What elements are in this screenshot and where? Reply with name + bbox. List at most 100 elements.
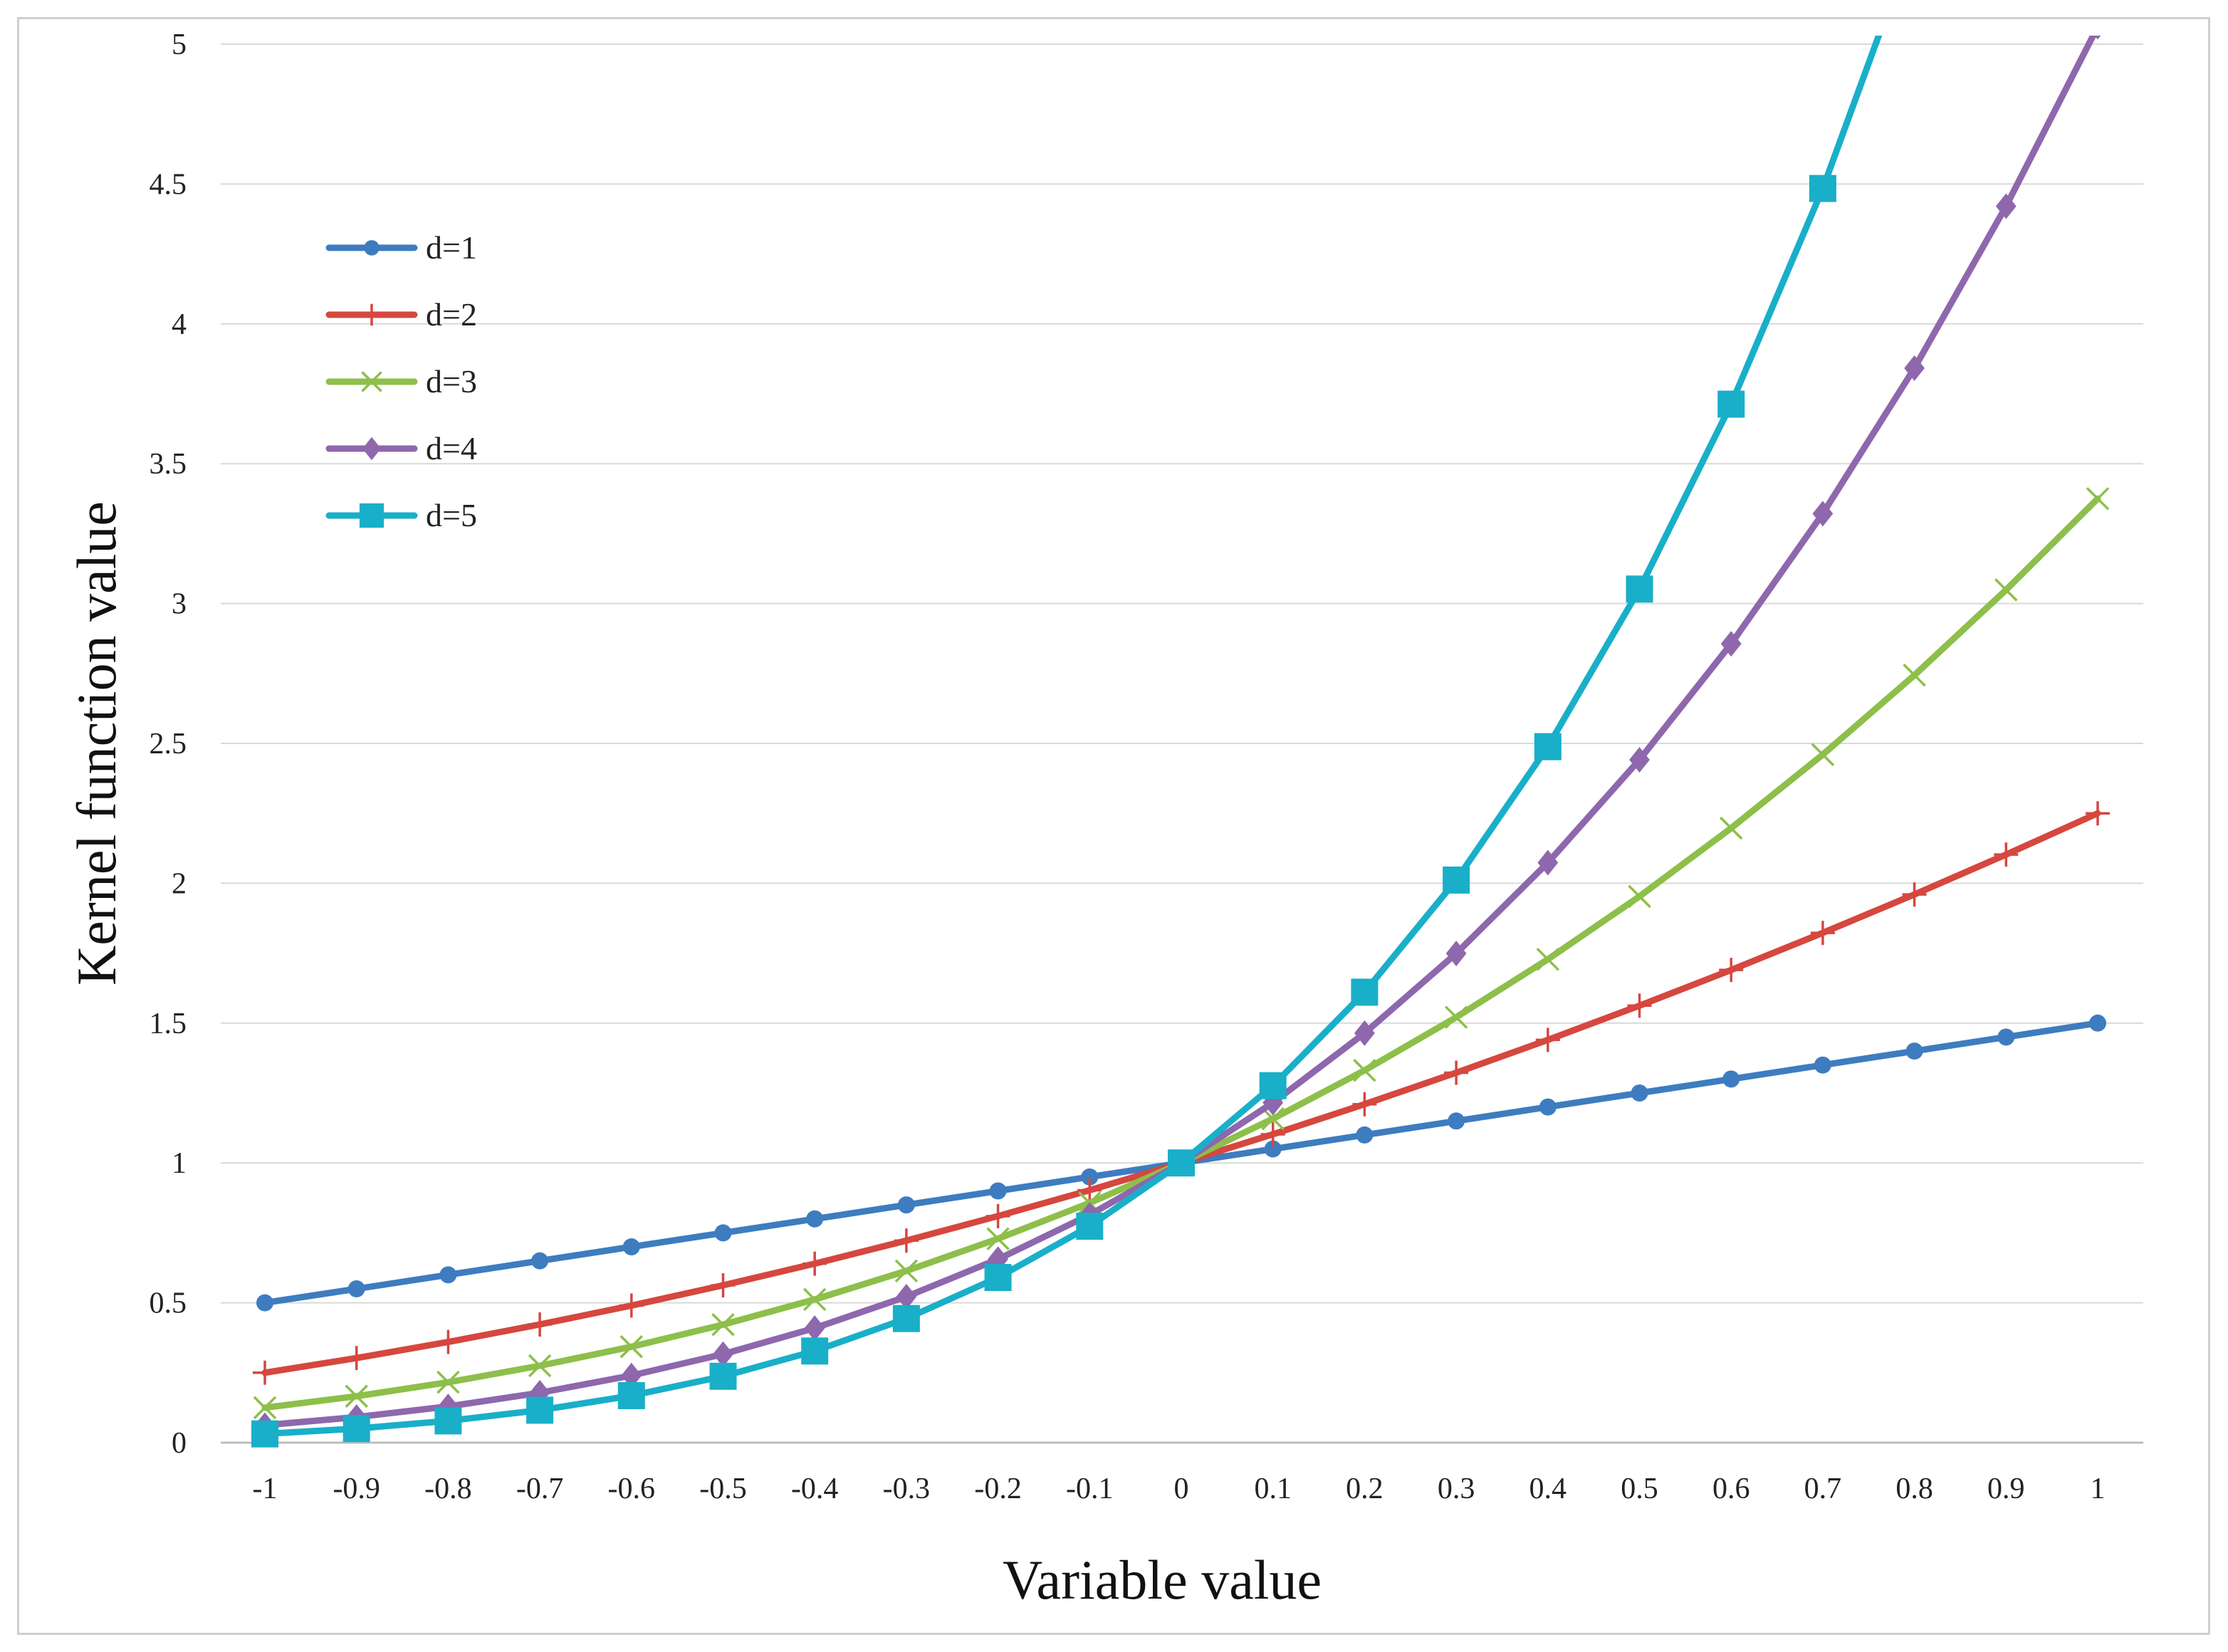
data-point (804, 1315, 825, 1342)
legend-label: d=2 (426, 296, 477, 333)
data-point (253, 1360, 277, 1385)
data-point (1534, 733, 1562, 760)
x-tick-label: 0 (1174, 1473, 1189, 1505)
data-point (985, 1203, 1010, 1228)
data-point (1264, 1140, 1282, 1158)
data-point (1719, 958, 1744, 983)
x-tick-label: 0.1 (1254, 1473, 1292, 1505)
data-point (1902, 882, 1927, 907)
data-point (1995, 193, 2017, 219)
x-tick-label: 0.8 (1895, 1473, 1933, 1505)
x-tick-label: -0.9 (333, 1473, 380, 1505)
data-point (1722, 1070, 1740, 1088)
data-point (2086, 801, 2110, 826)
x-tick-label: -0.2 (974, 1473, 1022, 1505)
x-axis-title: Variable value (1003, 1549, 1322, 1611)
data-point (894, 1259, 919, 1283)
data-point (711, 1313, 735, 1337)
data-point (802, 1287, 827, 1312)
x-tick-label: -0.7 (516, 1473, 564, 1505)
legend-marker (359, 503, 385, 528)
x-tick-label: -0.4 (791, 1473, 839, 1505)
data-point (436, 1370, 460, 1394)
y-axis-ticks: 0 0.5 1 1.5 2 2.5 3 3.5 4 4.5 5 (150, 28, 187, 1460)
y-tick-label: 5 (172, 28, 187, 61)
series-d=2 (253, 801, 2110, 1385)
data-point (1994, 842, 2019, 867)
legend-marker (360, 303, 383, 326)
data-point (709, 1362, 737, 1390)
series-d=4 (254, 36, 2101, 1438)
data-point (1448, 1112, 1465, 1130)
series-line (261, 810, 2101, 1376)
data-point (434, 1407, 462, 1435)
data-point (1810, 921, 1835, 946)
series-d=5 (251, 36, 1883, 1448)
data-point (1812, 501, 1834, 527)
data-point (345, 1384, 368, 1408)
data-point (894, 1228, 919, 1253)
data-point (802, 1251, 827, 1276)
data-point (1629, 747, 1650, 773)
data-point (344, 1346, 369, 1371)
data-point (2094, 36, 2101, 40)
x-tick-label: -0.6 (608, 1473, 656, 1505)
x-tick-label: 0.6 (1712, 1473, 1750, 1505)
data-point (256, 1294, 273, 1312)
data-point (1809, 174, 1836, 202)
data-point (342, 1415, 370, 1443)
x-tick-label: 0.3 (1438, 1473, 1475, 1505)
x-tick-label: -0.8 (424, 1473, 472, 1505)
series-line (261, 36, 2097, 1428)
legend-item: d=4 (325, 430, 477, 466)
chart-frame (17, 17, 2210, 1635)
legend-item: d=5 (325, 497, 477, 533)
data-point (1081, 1168, 1099, 1186)
data-point (251, 1420, 278, 1448)
data-point (1628, 884, 1651, 909)
x-tick-label: 0.7 (1804, 1473, 1842, 1505)
y-tick-label: 1 (172, 1147, 187, 1180)
data-point (713, 1341, 733, 1367)
data-point (1994, 578, 2018, 602)
data-point (1903, 663, 1926, 687)
legend-label: d=3 (426, 363, 477, 399)
x-tick-label: 1 (2091, 1473, 2106, 1505)
legend-label: d=1 (426, 229, 477, 266)
legend-label: d=4 (426, 430, 477, 466)
data-point (1717, 390, 1745, 418)
data-point (1997, 1028, 2015, 1046)
data-point (1356, 1126, 1374, 1144)
data-point (1814, 1056, 1831, 1074)
legend-item: d=2 (325, 296, 477, 333)
data-point (2086, 487, 2110, 511)
data-point (1626, 575, 1653, 603)
data-point (436, 1329, 461, 1354)
data-point (806, 1210, 824, 1228)
data-point (1077, 1178, 1102, 1203)
data-point (1444, 1005, 1468, 1029)
data-point (1719, 816, 1743, 840)
y-tick-label: 3 (172, 588, 187, 621)
y-tick-label: 0 (172, 1427, 187, 1460)
x-tick-label: 0.5 (1621, 1473, 1658, 1505)
x-tick-label: 0.2 (1346, 1473, 1384, 1505)
y-tick-label: 2 (172, 867, 187, 900)
data-point (619, 1335, 644, 1359)
x-tick-label: -1 (253, 1473, 278, 1505)
data-point (1631, 1084, 1648, 1102)
data-point (617, 1381, 645, 1409)
legend-item: d=3 (325, 363, 477, 399)
data-point (1168, 1149, 1195, 1177)
data-point (714, 1224, 732, 1242)
series-line (261, 495, 2101, 1411)
data-point (619, 1293, 644, 1318)
data-point (711, 1273, 736, 1298)
x-tick-label: -0.5 (699, 1473, 747, 1505)
data-point (253, 1396, 277, 1420)
data-point (986, 1227, 1010, 1250)
series-line (261, 36, 1883, 1438)
data-point (1351, 978, 1379, 1006)
data-point (622, 1238, 640, 1256)
